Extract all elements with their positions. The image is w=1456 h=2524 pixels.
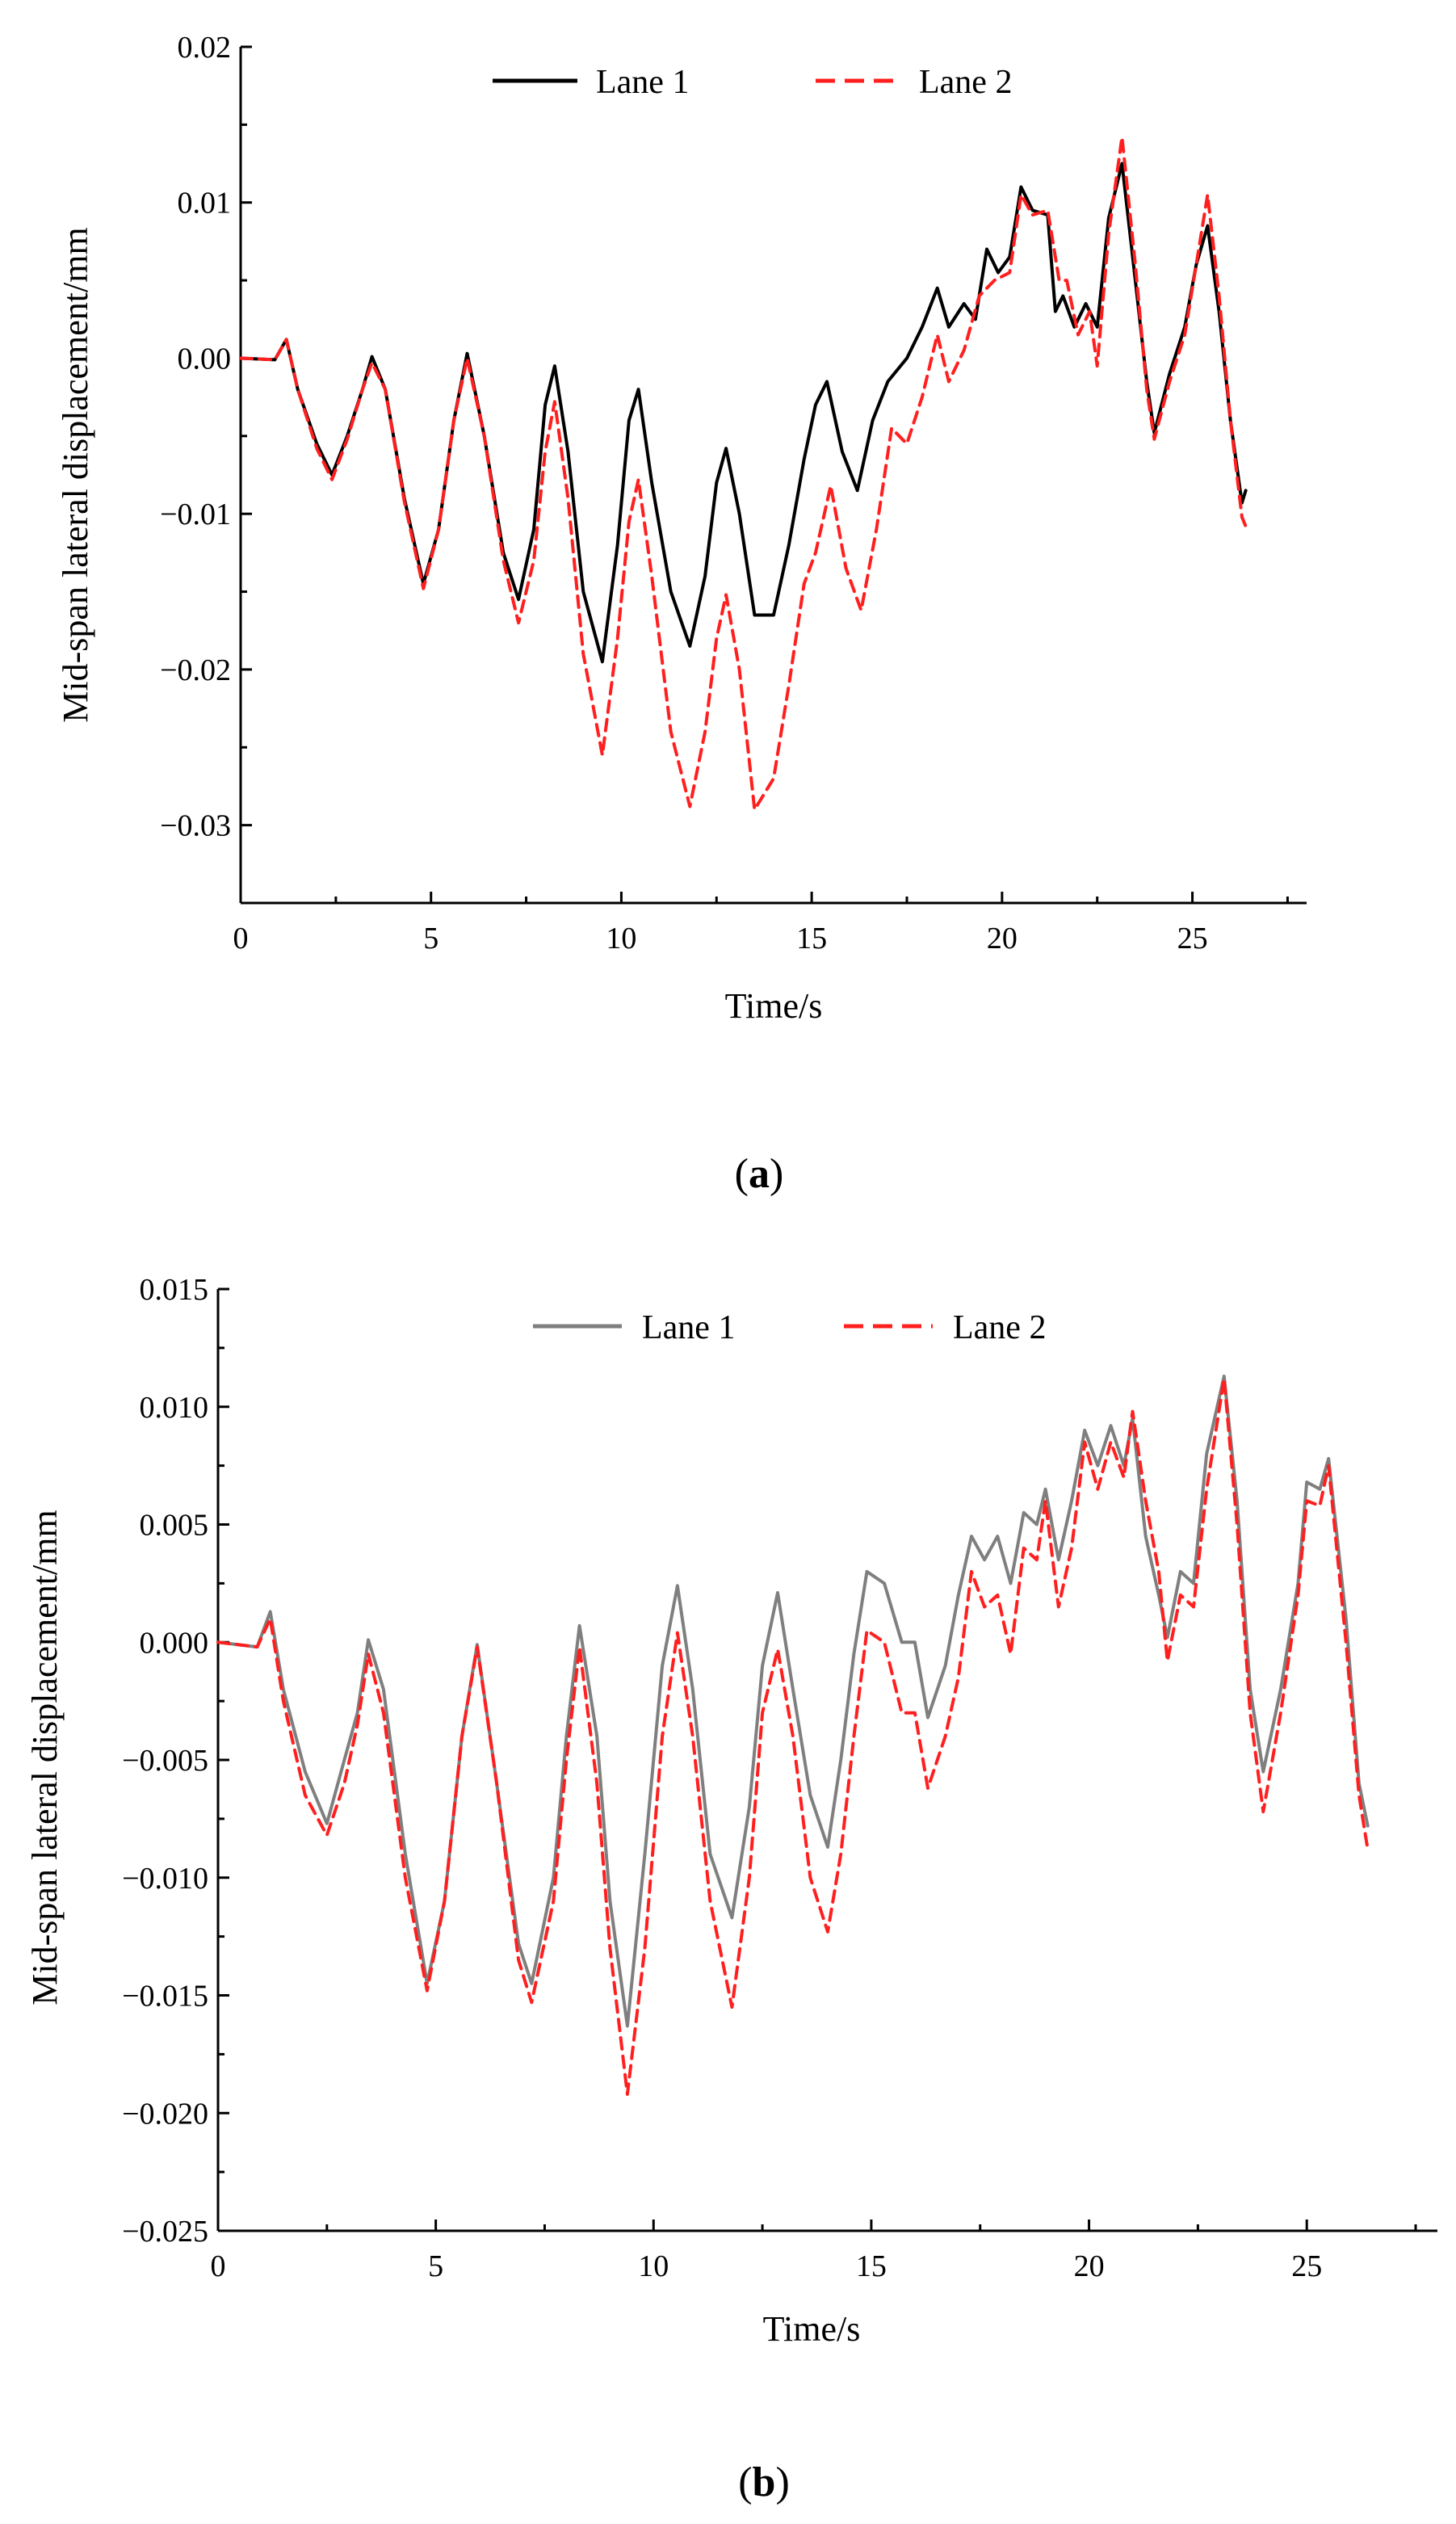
x-ticks-b: 0 5 10 15 20 25: [211, 2220, 1417, 2283]
x-tick-label-a: 5: [423, 922, 438, 955]
y-tick-label-b: 0.010: [140, 1391, 209, 1425]
y-tick-label-a: 0.02: [178, 31, 232, 65]
x-tick-label-b: 15: [856, 2249, 887, 2283]
series-line-lane-1-a: [239, 162, 1248, 664]
series-line-lane-1-b: [216, 1374, 1370, 2028]
x-tick-label-a: 20: [987, 922, 1018, 955]
y-ticks-a: 0.02 0.01 0.00 −0.01 −0.02 −0.03: [160, 31, 252, 843]
series-group-a: [239, 135, 1248, 812]
y-tick-label-b: −0.005: [122, 1744, 208, 1778]
y-tick-label-a: −0.02: [160, 653, 231, 687]
caption-b: (b): [738, 2459, 790, 2505]
x-tick-label-b: 25: [1291, 2249, 1322, 2283]
legend-label-lane-1-b: Lane 1: [642, 1309, 735, 1346]
x-tick-label-b: 5: [428, 2249, 443, 2283]
y-axis-title-b: Mid-span lateral displacement/mm: [25, 1510, 65, 2005]
y-tick-label-a: −0.01: [160, 498, 231, 531]
y-axis-title-a: Mid-span lateral displacement/mm: [56, 227, 95, 722]
legend-a: Lane 1 Lane 2: [493, 64, 1012, 101]
x-tick-label-a: 25: [1177, 922, 1208, 955]
series-group-b: [216, 1374, 1370, 2096]
x-axis-title-a: Time/s: [725, 986, 823, 1026]
legend-label-lane-2-a: Lane 2: [919, 64, 1012, 101]
plot-area-a: 0.02 0.01 0.00 −0.01 −0.02 −0.03 0 5 10 15 20 25: [160, 31, 1307, 955]
x-tick-label-b: 20: [1074, 2249, 1105, 2283]
y-ticks-b: 0.015 0.010 0.005 0.000 −0.005 −0.010 −0.015 −0…: [122, 1273, 229, 2249]
y-tick-label-b: −0.025: [122, 2215, 208, 2249]
y-tick-label-b: 0.000: [140, 1626, 209, 1660]
panel-b: 0.015 0.010 0.005 0.000 −0.005 −0.010 −0.015 −0…: [25, 1273, 1437, 2505]
legend-b: Lane 1 Lane 2: [533, 1309, 1046, 1346]
y-tick-label-b: −0.020: [122, 2097, 208, 2131]
y-tick-label-b: −0.010: [122, 1862, 208, 1896]
x-tick-label-b: 0: [211, 2249, 226, 2283]
y-tick-label-a: 0.01: [178, 187, 232, 220]
x-tick-label-b: 10: [638, 2249, 669, 2283]
legend-label-lane-2-b: Lane 2: [953, 1309, 1046, 1346]
x-tick-label-a: 10: [606, 922, 636, 955]
y-tick-label-b: −0.015: [122, 1980, 208, 2014]
y-tick-label-b: 0.005: [140, 1509, 209, 1543]
x-axis-title-b: Time/s: [763, 2309, 861, 2349]
y-tick-label-a: 0.00: [178, 342, 232, 376]
plot-area-b: 0.015 0.010 0.005 0.000 −0.005 −0.010 −0.015 −0…: [122, 1273, 1437, 2283]
y-tick-label-a: −0.03: [160, 809, 231, 843]
series-line-lane-2-a: [239, 135, 1248, 812]
caption-a: (a): [735, 1151, 784, 1197]
series-line-lane-2-b: [216, 1376, 1370, 2096]
x-tick-label-a: 0: [233, 922, 249, 955]
x-tick-label-a: 15: [796, 922, 827, 955]
x-ticks-a: 0 5 10 15 20 25: [233, 892, 1289, 955]
panel-a: 0.02 0.01 0.00 −0.01 −0.02 −0.03 0 5 10 15 20 25 L…: [56, 31, 1307, 1197]
y-tick-label-b: 0.015: [140, 1273, 209, 1307]
legend-label-lane-1-a: Lane 1: [596, 64, 689, 101]
